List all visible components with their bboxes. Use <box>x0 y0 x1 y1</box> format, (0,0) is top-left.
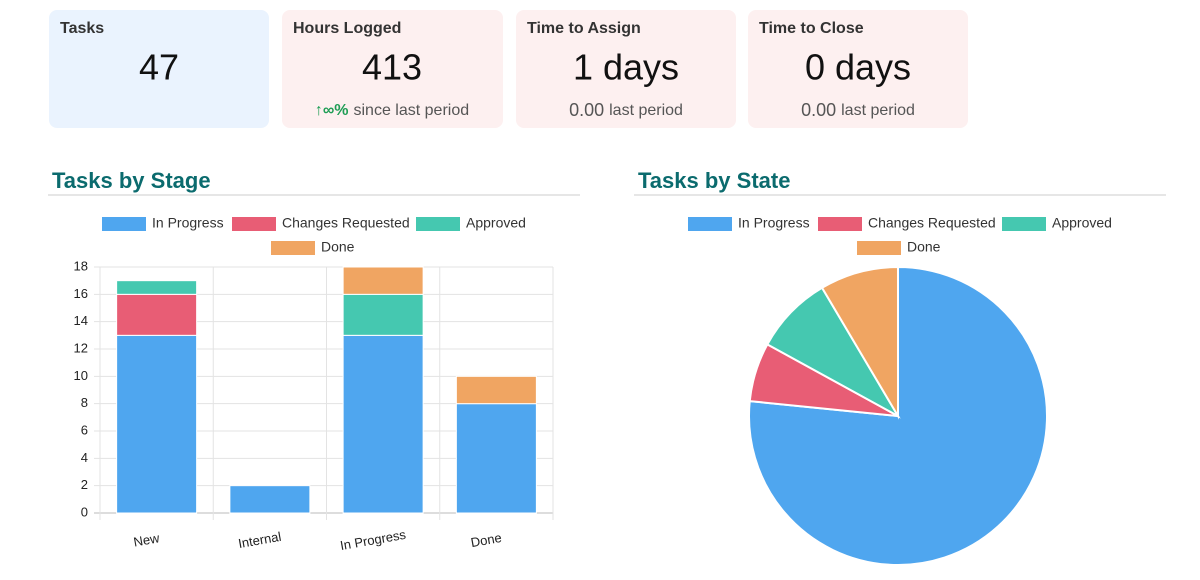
y-tick-label: 2 <box>81 477 88 492</box>
card-previous: 0.00 <box>569 100 604 120</box>
chart-title: Tasks by State <box>638 168 790 193</box>
bar-segment <box>342 266 424 295</box>
bar-segment <box>229 485 311 514</box>
legend-swatch <box>232 217 276 231</box>
legend-label: Done <box>321 239 355 255</box>
card-value: 1 days <box>573 47 679 88</box>
card-previous: 0.00 <box>801 100 836 120</box>
legend-swatch <box>416 217 460 231</box>
legend-label: Changes Requested <box>868 215 996 231</box>
legend-label: Done <box>907 239 941 255</box>
legend-swatch <box>818 217 862 231</box>
card <box>282 10 503 128</box>
bar-segment <box>455 375 537 405</box>
card <box>516 10 736 128</box>
card-previous-line: 0.00 last period <box>569 100 683 120</box>
legend-swatch <box>688 217 732 231</box>
bar-segment <box>116 280 198 295</box>
chart-title: Tasks by Stage <box>52 168 211 193</box>
legend-label: In Progress <box>152 215 224 231</box>
card-title: Tasks <box>60 20 104 37</box>
card-title: Time to Close <box>759 20 864 37</box>
x-tick-label: Done <box>470 530 503 550</box>
card <box>748 10 968 128</box>
kpi-cards: Tasks 47 Hours Logged 413 ↑∞% since last … <box>49 10 968 128</box>
x-tick-label: Internal <box>237 529 282 551</box>
card-previous-line: 0.00 last period <box>801 100 915 120</box>
x-tick-label: New <box>132 530 161 549</box>
y-tick-label: 16 <box>74 286 88 301</box>
legend-label: Approved <box>466 215 526 231</box>
legend-swatch <box>1002 217 1046 231</box>
card-previous-label: last period <box>609 102 683 119</box>
card-title: Time to Assign <box>527 20 641 37</box>
y-tick-label: 10 <box>74 368 88 383</box>
pie-slice <box>820 265 899 420</box>
bar-segment <box>116 293 198 336</box>
y-tick-label: 18 <box>74 258 88 273</box>
legend-label: In Progress <box>738 215 810 231</box>
legend-swatch <box>271 241 315 255</box>
legend-swatch <box>102 217 146 231</box>
y-tick-label: 6 <box>81 422 88 437</box>
legend-label: Changes Requested <box>282 215 410 231</box>
bar-segment <box>455 403 537 514</box>
legend-swatch <box>857 241 901 255</box>
card-previous-label: last period <box>841 102 915 119</box>
legend-label: Approved <box>1052 215 1112 231</box>
y-tick-label: 14 <box>74 313 88 328</box>
card-change-label: since last period <box>354 102 470 119</box>
card-value: 413 <box>362 47 422 88</box>
card-value: 0 days <box>805 47 911 88</box>
card-change-line: ↑∞% since last period <box>315 102 469 119</box>
y-tick-label: 12 <box>74 340 88 355</box>
y-tick-label: 4 <box>81 450 88 465</box>
card <box>49 10 269 128</box>
card-change: ↑∞% <box>315 102 349 119</box>
x-tick-label: In Progress <box>339 527 408 553</box>
y-tick-label: 0 <box>81 504 88 519</box>
bar-segment <box>342 334 424 514</box>
bar-segment <box>116 334 198 514</box>
card-value: 47 <box>139 47 179 88</box>
y-tick-label: 8 <box>81 395 88 410</box>
card-title: Hours Logged <box>293 20 401 37</box>
bar-segment <box>342 293 424 336</box>
